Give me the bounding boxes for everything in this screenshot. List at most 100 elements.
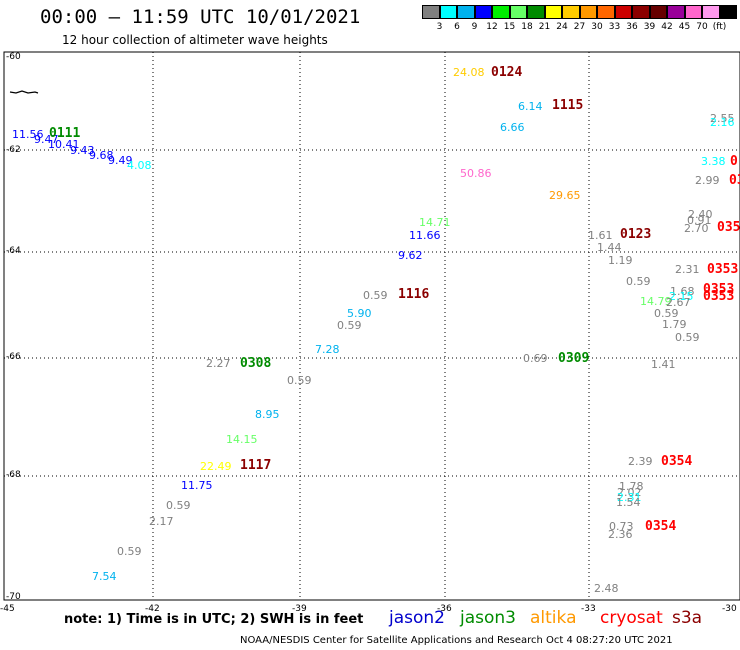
latitude-label: -70 [6, 592, 21, 602]
pass-time-label: 0353 [729, 174, 740, 187]
pass-time-label: 0309 [558, 352, 590, 365]
swh-value-label: 0.59 [363, 289, 388, 302]
land-outline [9, 90, 39, 94]
legend-jason3: jason3 [460, 608, 516, 628]
swh-value-label: 2.39 [628, 455, 653, 468]
colorbar-swatch [667, 5, 685, 19]
swh-value-label: 9.68 [89, 149, 114, 162]
pass-time-label: 0353 [703, 283, 735, 296]
swh-value-label: 6.14 [518, 100, 543, 113]
pass-time-label: 0354 [645, 520, 677, 533]
swh-value-label: 2.27 [206, 357, 231, 370]
legend-s3a: s3a [672, 608, 703, 628]
swh-value-label: 2.16 [710, 116, 735, 129]
swh-value-label: 14.79 [640, 295, 672, 308]
colorbar-label: 45 [678, 22, 691, 32]
swh-value-label: 0.91 [687, 214, 712, 227]
swh-value-label: 24.08 [453, 66, 485, 79]
colorbar-label: 3 [436, 22, 443, 32]
graticule [4, 52, 740, 600]
colorbar-swatch [474, 5, 492, 19]
pass-time-label: 1116 [398, 288, 430, 301]
pass-time-label: 0111 [49, 127, 81, 140]
swh-value-label: 1.41 [651, 358, 676, 371]
swh-value-label: 9.47 [34, 133, 59, 146]
swh-value-label: 6.66 [500, 121, 525, 134]
swh-value-label: 1.54 [616, 496, 641, 509]
swh-value-label: 29.65 [549, 189, 581, 202]
map-subtitle: 12 hour collection of altimeter wave hei… [62, 33, 328, 47]
swh-value-label: 0.59 [626, 275, 651, 288]
swh-value-label: 0.59 [654, 307, 679, 320]
longitude-label: -33 [581, 604, 596, 614]
swh-value-label: 2.67 [666, 296, 691, 309]
swh-value-label: 9.49 [108, 154, 133, 167]
swh-value-label: 0.69 [523, 352, 548, 365]
swh-value-label: 2.15 [669, 290, 694, 303]
latitude-label: -68 [6, 470, 21, 480]
colorbar-label: 21 [538, 22, 551, 32]
colorbar-label: 6 [454, 22, 460, 32]
colorbar-swatch [562, 5, 580, 19]
swh-value-label: 11.66 [409, 229, 441, 242]
swh-value-label: 0.59 [117, 545, 142, 558]
swh-value-label: 2.55 [710, 112, 735, 125]
map-title: 00:00 – 11:59 UTC 10/01/2021 [40, 6, 361, 28]
colorbar-label: 36 [626, 22, 638, 32]
swh-value-label: 2.02 [617, 486, 642, 499]
swh-value-label: 11.56 [12, 128, 44, 141]
swh-value-label: 5.90 [347, 307, 372, 320]
colorbar-swatch [719, 5, 737, 19]
pass-time-label: 1117 [240, 459, 272, 472]
pass-time-label: 0353 [703, 290, 735, 303]
swh-value-label: 2.31 [617, 491, 642, 504]
swh-value-label: 2.31 [675, 263, 700, 276]
swh-value-label: 2.70 [684, 222, 709, 235]
pass-time-label: 1115 [552, 99, 584, 112]
swh-value-label: 22.49 [200, 460, 232, 473]
swh-value-label: 9.43 [70, 144, 95, 157]
swh-value-label: 11.75 [181, 479, 213, 492]
colorbar-label: 33 [608, 22, 621, 32]
swh-value-label: 8.95 [255, 408, 280, 421]
swh-value-label: 1.68 [670, 285, 695, 298]
swh-value-label: 4.08 [127, 159, 152, 172]
swh-value-label: 0.59 [287, 374, 312, 387]
colorbar-swatch [649, 5, 667, 19]
swh-value-label: 2.99 [695, 174, 720, 187]
longitude-label: -45 [0, 604, 15, 614]
colorbar-label: 12 [486, 22, 498, 32]
latitude-label: -60 [6, 52, 21, 62]
swh-value-label: 1.19 [608, 254, 633, 267]
colorbar-swatch [702, 5, 720, 19]
colorbar-label: 30 [591, 22, 603, 32]
colorbar-swatch [597, 5, 615, 19]
longitude-label: -39 [292, 604, 307, 614]
pass-time-label: 0308 [240, 357, 272, 370]
swh-value-label: 9.62 [398, 249, 423, 262]
swh-value-label: 1.78 [619, 480, 644, 493]
longitude-label: -42 [145, 604, 160, 614]
swh-value-label: 14.15 [226, 433, 258, 446]
colorbar-label: 9 [471, 22, 478, 32]
swh-value-label: 0.59 [166, 499, 191, 512]
longitude-label: -36 [437, 604, 452, 614]
swh-value-label: 1.44 [597, 241, 622, 254]
colorbar-swatch [422, 5, 440, 19]
swh-value-label: 10.41 [48, 138, 80, 151]
colorbar-label: 39 [643, 22, 656, 32]
colorbar-swatch [509, 5, 527, 19]
swh-value-label: 0.73 [609, 520, 634, 533]
colorbar-label: 70 [696, 22, 708, 32]
colorbar-swatch [527, 5, 545, 19]
colorbar-label: 15 [503, 22, 516, 32]
swh-value-label: 2.36 [608, 528, 633, 541]
colorbar-label: (ft) [712, 22, 727, 32]
swh-value-label: 0.59 [337, 319, 362, 332]
plot-frame [3, 51, 740, 601]
swh-value-label: 0.59 [675, 331, 700, 344]
swh-value-label: 2.48 [594, 582, 619, 595]
longitude-label: -30 [722, 604, 737, 614]
colorbar-swatch [439, 5, 457, 19]
pass-time-label: 0353 [717, 221, 740, 234]
